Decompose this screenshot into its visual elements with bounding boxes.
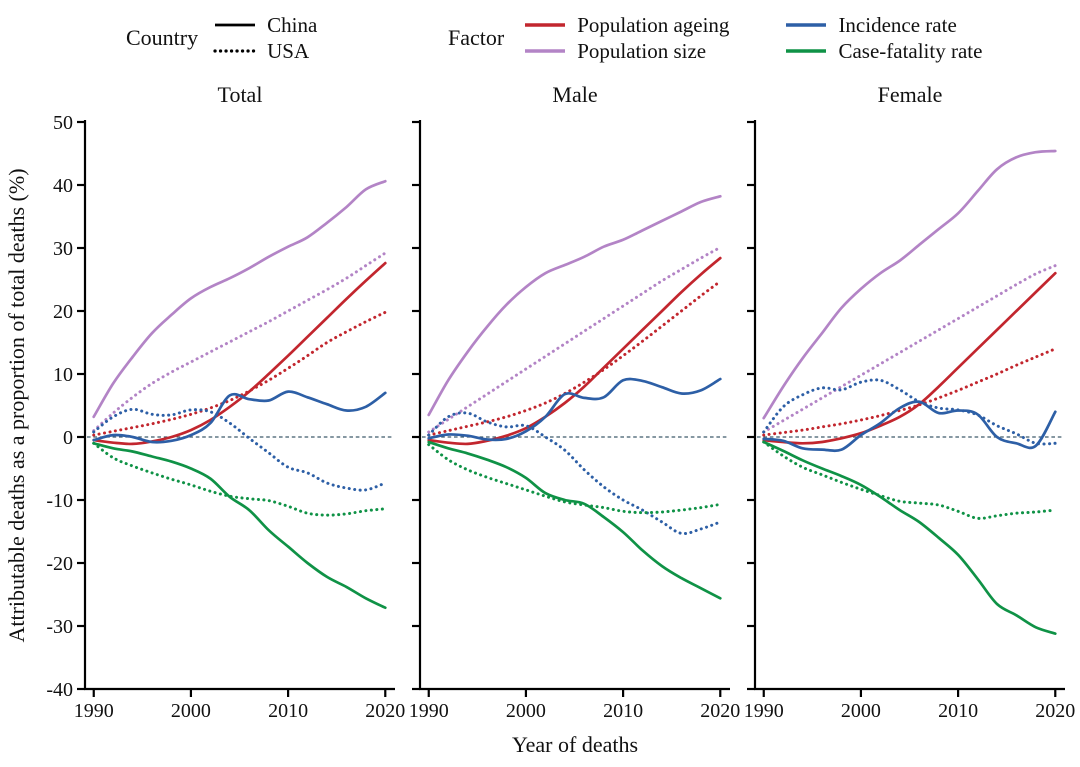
legend-entry-population-size: Population size — [522, 38, 729, 64]
legend-group-country: Country China USA — [126, 12, 317, 64]
series-female-usa-population-size — [762, 264, 1057, 434]
series-female-usa-incidence-rate — [762, 378, 1057, 446]
series-male-usa-case-fatality-rate — [427, 443, 722, 515]
x-tick-label: 2000 — [171, 700, 211, 722]
legend-country-title: Country — [126, 25, 199, 50]
series-total-usa-population-size — [92, 251, 387, 433]
legend-label-population-ageing: Population ageing — [577, 12, 730, 37]
x-tick-label: 2010 — [603, 700, 643, 722]
legend-entry-usa: USA — [212, 38, 317, 64]
legend-entry-population-ageing: Population ageing — [522, 12, 729, 38]
series-male-china-case-fatality-rate — [427, 440, 722, 600]
series-total-china-population-ageing — [92, 261, 387, 446]
series-male-usa-population-size — [427, 245, 722, 434]
solid-line-swatch-icon — [215, 23, 256, 27]
series-male-china-incidence-rate — [427, 377, 722, 442]
series-total-usa-incidence-rate — [92, 407, 387, 492]
panel-title-total: Total — [218, 82, 263, 107]
x-tick-label: 1990 — [74, 700, 114, 722]
y-tick-label: -30 — [46, 616, 73, 638]
legend-factor-col1: Population ageing Population size — [522, 12, 729, 64]
x-tick-label: 1990 — [409, 700, 449, 722]
series-female-china-population-ageing — [762, 271, 1057, 445]
x-tick-label: 2010 — [268, 700, 308, 722]
series-total-usa-case-fatality-rate — [92, 441, 387, 517]
x-tick-label: 1990 — [744, 700, 784, 722]
series-female-usa-population-ageing — [762, 347, 1057, 437]
y-axis-label: Attributable deaths as a proportion of t… — [4, 168, 29, 642]
series-female-usa-case-fatality-rate — [762, 440, 1057, 520]
series-total-china-case-fatality-rate — [92, 441, 387, 610]
y-tick-label: -20 — [46, 553, 73, 575]
legend-entry-incidence-rate: Incidence rate — [783, 12, 982, 38]
legend: Country China USA Factor Pop — [0, 0, 1080, 80]
y-tick-label: -10 — [46, 490, 73, 512]
legend-entry-china: China — [212, 12, 317, 38]
x-tick-label: 2020 — [365, 700, 405, 722]
y-tick-label: 0 — [63, 427, 73, 449]
series-female-china-incidence-rate — [762, 400, 1057, 453]
x-axis-label: Year of deaths — [512, 732, 638, 757]
panel-title-female: Female — [878, 82, 943, 107]
x-tick-label: 2000 — [506, 700, 546, 722]
y-tick-label: -40 — [46, 679, 73, 701]
series-male-china-population-ageing — [427, 256, 722, 446]
case-fatality-rate-swatch-icon — [786, 49, 827, 53]
population-ageing-swatch-icon — [525, 23, 566, 27]
legend-label-usa: USA — [267, 38, 310, 63]
series-female-china-case-fatality-rate — [762, 440, 1057, 635]
panel-title-male: Male — [552, 82, 597, 107]
legend-label-population-size: Population size — [577, 38, 707, 63]
legend-entry-case-fatality-rate: Case-fatality rate — [783, 38, 982, 64]
series-total-china-incidence-rate — [92, 390, 387, 444]
series-male-usa-incidence-rate — [427, 411, 722, 536]
y-tick-label: 10 — [53, 364, 73, 386]
legend-factor-col2: Incidence rate Case-fatality rate — [783, 12, 982, 64]
legend-label-china: China — [267, 12, 318, 37]
series-total-china-population-size — [92, 179, 387, 419]
y-tick-label: 30 — [53, 238, 73, 260]
legend-label-incidence-rate: Incidence rate — [838, 12, 957, 37]
x-tick-label: 2000 — [841, 700, 881, 722]
legend-factor-title: Factor — [448, 25, 505, 50]
x-tick-label: 2020 — [700, 700, 740, 722]
series-total-usa-population-ageing — [92, 310, 387, 437]
y-tick-label: 50 — [53, 112, 73, 134]
series-male-china-population-size — [427, 194, 722, 417]
y-tick-label: 40 — [53, 175, 73, 197]
dotted-line-swatch-icon — [213, 49, 257, 53]
incidence-rate-swatch-icon — [786, 23, 827, 27]
x-tick-label: 2020 — [1035, 700, 1075, 722]
legend-country-entries: China USA — [212, 12, 317, 64]
legend-label-case-fatality-rate: Case-fatality rate — [838, 38, 983, 63]
y-tick-label: 20 — [53, 301, 73, 323]
population-size-swatch-icon — [525, 49, 566, 53]
legend-group-factor: Factor Population ageing Population size — [448, 12, 982, 64]
x-tick-label: 2010 — [938, 700, 978, 722]
series-female-china-population-size — [762, 149, 1057, 420]
series-male-usa-population-ageing — [427, 279, 722, 437]
